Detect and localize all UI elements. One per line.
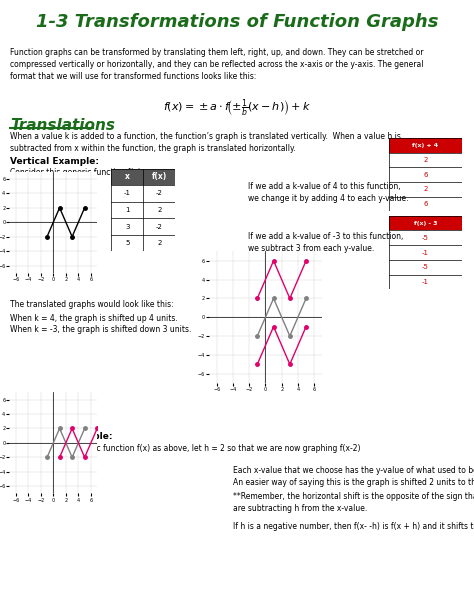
- Text: If h is a negative number, then f(x- -h) is f(x + h) and it shifts to the left.: If h is a negative number, then f(x- -h)…: [233, 522, 474, 531]
- Bar: [389, 138, 462, 153]
- Text: 2: 2: [423, 186, 428, 192]
- Text: f(x) + 4: f(x) + 4: [412, 143, 438, 148]
- Text: 2: 2: [157, 240, 162, 246]
- Text: When k = -3, the graph is shifted down 3 units.: When k = -3, the graph is shifted down 3…: [10, 325, 191, 334]
- Text: -1: -1: [422, 249, 429, 256]
- Text: 3: 3: [125, 224, 129, 229]
- Text: Each x-value that we choose has the y-value of what used to be 2 units before it: Each x-value that we choose has the y-va…: [233, 466, 474, 487]
- Text: 1-3 Transformations of Function Graphs: 1-3 Transformations of Function Graphs: [36, 13, 438, 31]
- Text: f(x) - 3: f(x) - 3: [414, 221, 437, 226]
- Text: -2: -2: [156, 224, 163, 229]
- Text: 6: 6: [423, 201, 428, 207]
- Text: Function graphs can be transformed by translating them left, right, up, and down: Function graphs can be transformed by tr…: [10, 48, 423, 80]
- Text: When k = 4, the graph is shifted up 4 units.: When k = 4, the graph is shifted up 4 un…: [10, 314, 178, 323]
- Text: If we add a k-value of -3 to this function,
we subtract 3 from each y-value.: If we add a k-value of -3 to this functi…: [248, 232, 403, 253]
- Text: -1: -1: [422, 279, 429, 285]
- Text: Horizontal Example:: Horizontal Example:: [10, 432, 112, 441]
- Text: f(x): f(x): [152, 172, 167, 181]
- Text: 2: 2: [157, 207, 162, 213]
- Text: Translations: Translations: [10, 118, 115, 133]
- Text: 1: 1: [125, 207, 129, 213]
- Text: 5: 5: [125, 240, 129, 246]
- Text: 6: 6: [423, 172, 428, 178]
- Bar: [111, 169, 143, 185]
- Text: 2: 2: [423, 157, 428, 163]
- Text: $f(x)=\pm a\cdot f\!\left(\pm\frac{1}{b}(x-h)\right)+k$: $f(x)=\pm a\cdot f\!\left(\pm\frac{1}{b}…: [163, 98, 311, 119]
- Text: The translated graphs would look like this:: The translated graphs would look like th…: [10, 300, 173, 309]
- Text: Using the same generic function f(x) as above, let h = 2 so that we are now grap: Using the same generic function f(x) as …: [10, 444, 361, 453]
- Text: Vertical Example:: Vertical Example:: [10, 157, 99, 166]
- Text: -1: -1: [124, 191, 131, 196]
- Text: If we add a k-value of 4 to this function,
we change it by adding 4 to each y-va: If we add a k-value of 4 to this functio…: [248, 182, 409, 203]
- Bar: [143, 169, 175, 185]
- Text: -2: -2: [156, 191, 163, 196]
- Text: x: x: [125, 172, 130, 181]
- Text: When a value k is added to a function, the function’s graph is translated vertic: When a value k is added to a function, t…: [10, 132, 401, 153]
- Text: -5: -5: [422, 235, 429, 241]
- Text: -5: -5: [422, 264, 429, 270]
- Bar: [389, 216, 462, 230]
- Text: Consider this generic function f(x):: Consider this generic function f(x):: [10, 168, 143, 177]
- Text: **Remember, the horizontal shift is the opposite of the sign that you see since : **Remember, the horizontal shift is the …: [233, 492, 474, 513]
